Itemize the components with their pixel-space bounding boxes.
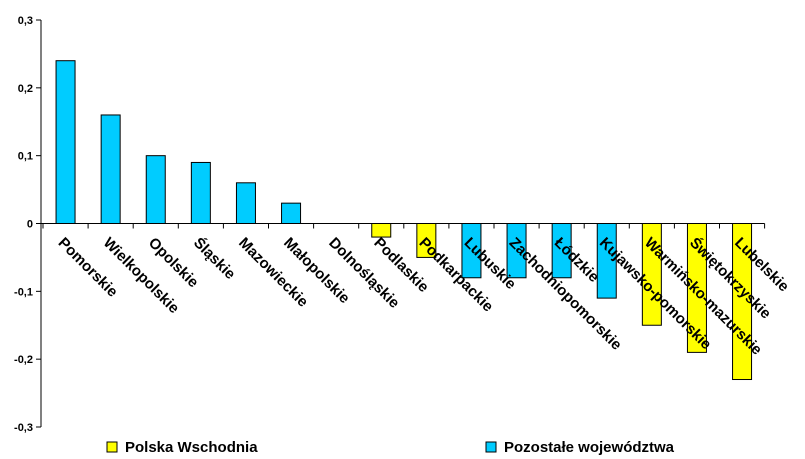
legend-swatch-polska-wschodnia [106,441,118,453]
category-labels-group: PomorskieWielkopolskieOpolskieŚląskieMaz… [55,234,792,359]
y-tick-label: 0 [27,219,33,231]
legend-label-pozostale: Pozostałe województwa [504,439,675,456]
legend: Polska Wschodnia Pozostałe województwa [106,439,675,456]
bar-slaskie [190,161,211,224]
bars-group [55,60,753,381]
y-tick-label: 0,3 [18,15,33,27]
legend-swatch-pozostale [485,441,497,453]
bar-malopolskie [281,202,302,224]
y-tick-label: -0,1 [14,286,33,298]
bar-mazowieckie [235,182,256,225]
y-tick-label: 0,1 [18,151,33,163]
bar-pomorskie [55,60,76,225]
y-ticks-group: 0,3 0,2 0,1 0 -0,1 -0,2 -0,3 [14,15,766,434]
y-tick-label: 0,2 [18,83,33,95]
legend-label-polska-wschodnia: Polska Wschodnia [125,439,258,456]
y-tick-label: -0,3 [14,422,33,434]
y-tick-label: -0,2 [14,354,33,366]
bar-wielkopolskie [100,114,121,224]
bar-opolskie [145,155,166,225]
